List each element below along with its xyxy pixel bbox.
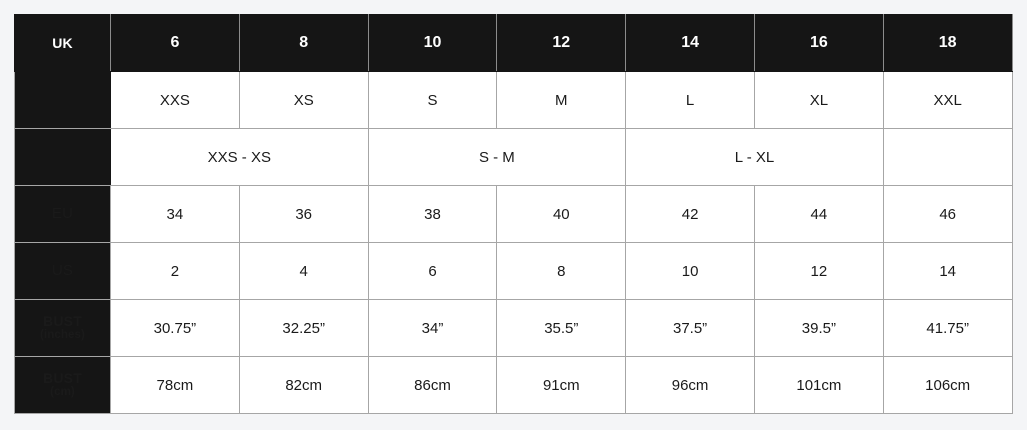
cell-bust-inches-1: 32.25”	[238, 299, 369, 357]
cell-alpha-range-3	[882, 128, 1013, 186]
cell-uk-2: 10	[367, 14, 498, 72]
row-label-us: US	[14, 242, 111, 300]
cell-us-2: 6	[367, 242, 498, 300]
row-label-alpha	[14, 71, 111, 129]
cell-bust-inches-5: 39.5”	[753, 299, 884, 357]
cell-bust-cm-6: 106cm	[882, 356, 1013, 414]
cell-eu-0: 34	[110, 185, 240, 243]
table-row-bust-inches: BUST (inches) 30.75” 32.25” 34” 35.5” 37…	[14, 299, 1013, 357]
cell-us-4: 10	[625, 242, 755, 300]
row-label-bust-inches-sub: (inches)	[40, 329, 85, 342]
table-row-eu: EU 34 36 38 40 42 44 46	[14, 185, 1013, 243]
cell-uk-0: 6	[110, 14, 240, 72]
cell-uk-1: 8	[238, 14, 369, 72]
cell-alpha-2: S	[367, 71, 498, 129]
cell-bust-inches-4: 37.5”	[625, 299, 755, 357]
cell-bust-inches-2: 34”	[367, 299, 498, 357]
cell-eu-5: 44	[753, 185, 884, 243]
row-label-uk: UK	[14, 14, 111, 72]
cell-alpha-0: XXS	[110, 71, 240, 129]
table-row-alpha-range: XXS - XS S - M L - XL	[14, 128, 1013, 186]
cell-uk-4: 14	[625, 14, 755, 72]
cell-bust-cm-0: 78cm	[110, 356, 240, 414]
row-label-alpha-range	[14, 128, 111, 186]
cell-alpha-range-2: L - XL	[625, 128, 884, 186]
cell-us-0: 2	[110, 242, 240, 300]
cell-bust-cm-2: 86cm	[367, 356, 498, 414]
cell-bust-cm-3: 91cm	[496, 356, 627, 414]
row-label-bust-inches-main: BUST	[43, 312, 82, 329]
cell-us-1: 4	[238, 242, 369, 300]
cell-bust-inches-3: 35.5”	[496, 299, 627, 357]
cell-uk-6: 18	[882, 14, 1013, 72]
size-conversion-table: UK 6 8 10 12 14 16 18 XXS XS S M L XL XX…	[14, 14, 1013, 414]
row-label-bust-cm-sub: (cm)	[50, 386, 75, 399]
cell-eu-4: 42	[625, 185, 755, 243]
cell-uk-3: 12	[496, 14, 627, 72]
cell-bust-cm-4: 96cm	[625, 356, 755, 414]
table-row-us: US 2 4 6 8 10 12 14	[14, 242, 1013, 300]
row-label-eu: EU	[14, 185, 111, 243]
cell-alpha-1: XS	[238, 71, 369, 129]
cell-alpha-4: L	[625, 71, 755, 129]
table-row-uk: UK 6 8 10 12 14 16 18	[14, 14, 1013, 72]
cell-eu-1: 36	[238, 185, 369, 243]
cell-bust-inches-6: 41.75”	[882, 299, 1013, 357]
table-row-bust-cm: BUST (cm) 78cm 82cm 86cm 91cm 96cm 101cm…	[14, 356, 1013, 414]
cell-uk-5: 16	[753, 14, 884, 72]
cell-alpha-3: M	[496, 71, 627, 129]
row-label-bust-cm-main: BUST	[43, 369, 82, 386]
row-label-bust-cm: BUST (cm)	[14, 356, 111, 414]
cell-alpha-5: XL	[753, 71, 884, 129]
cell-alpha-range-1: S - M	[367, 128, 627, 186]
cell-us-6: 14	[882, 242, 1013, 300]
cell-alpha-range-0: XXS - XS	[110, 128, 369, 186]
cell-bust-cm-1: 82cm	[238, 356, 369, 414]
cell-alpha-6: XXL	[882, 71, 1013, 129]
cell-bust-cm-5: 101cm	[753, 356, 884, 414]
cell-eu-3: 40	[496, 185, 627, 243]
row-label-bust-inches: BUST (inches)	[14, 299, 111, 357]
cell-eu-6: 46	[882, 185, 1013, 243]
cell-us-3: 8	[496, 242, 627, 300]
cell-bust-inches-0: 30.75”	[110, 299, 240, 357]
size-chart-container: UK 6 8 10 12 14 16 18 XXS XS S M L XL XX…	[14, 14, 1013, 414]
table-row-alpha: XXS XS S M L XL XXL	[14, 71, 1013, 129]
cell-eu-2: 38	[367, 185, 498, 243]
cell-us-5: 12	[753, 242, 884, 300]
